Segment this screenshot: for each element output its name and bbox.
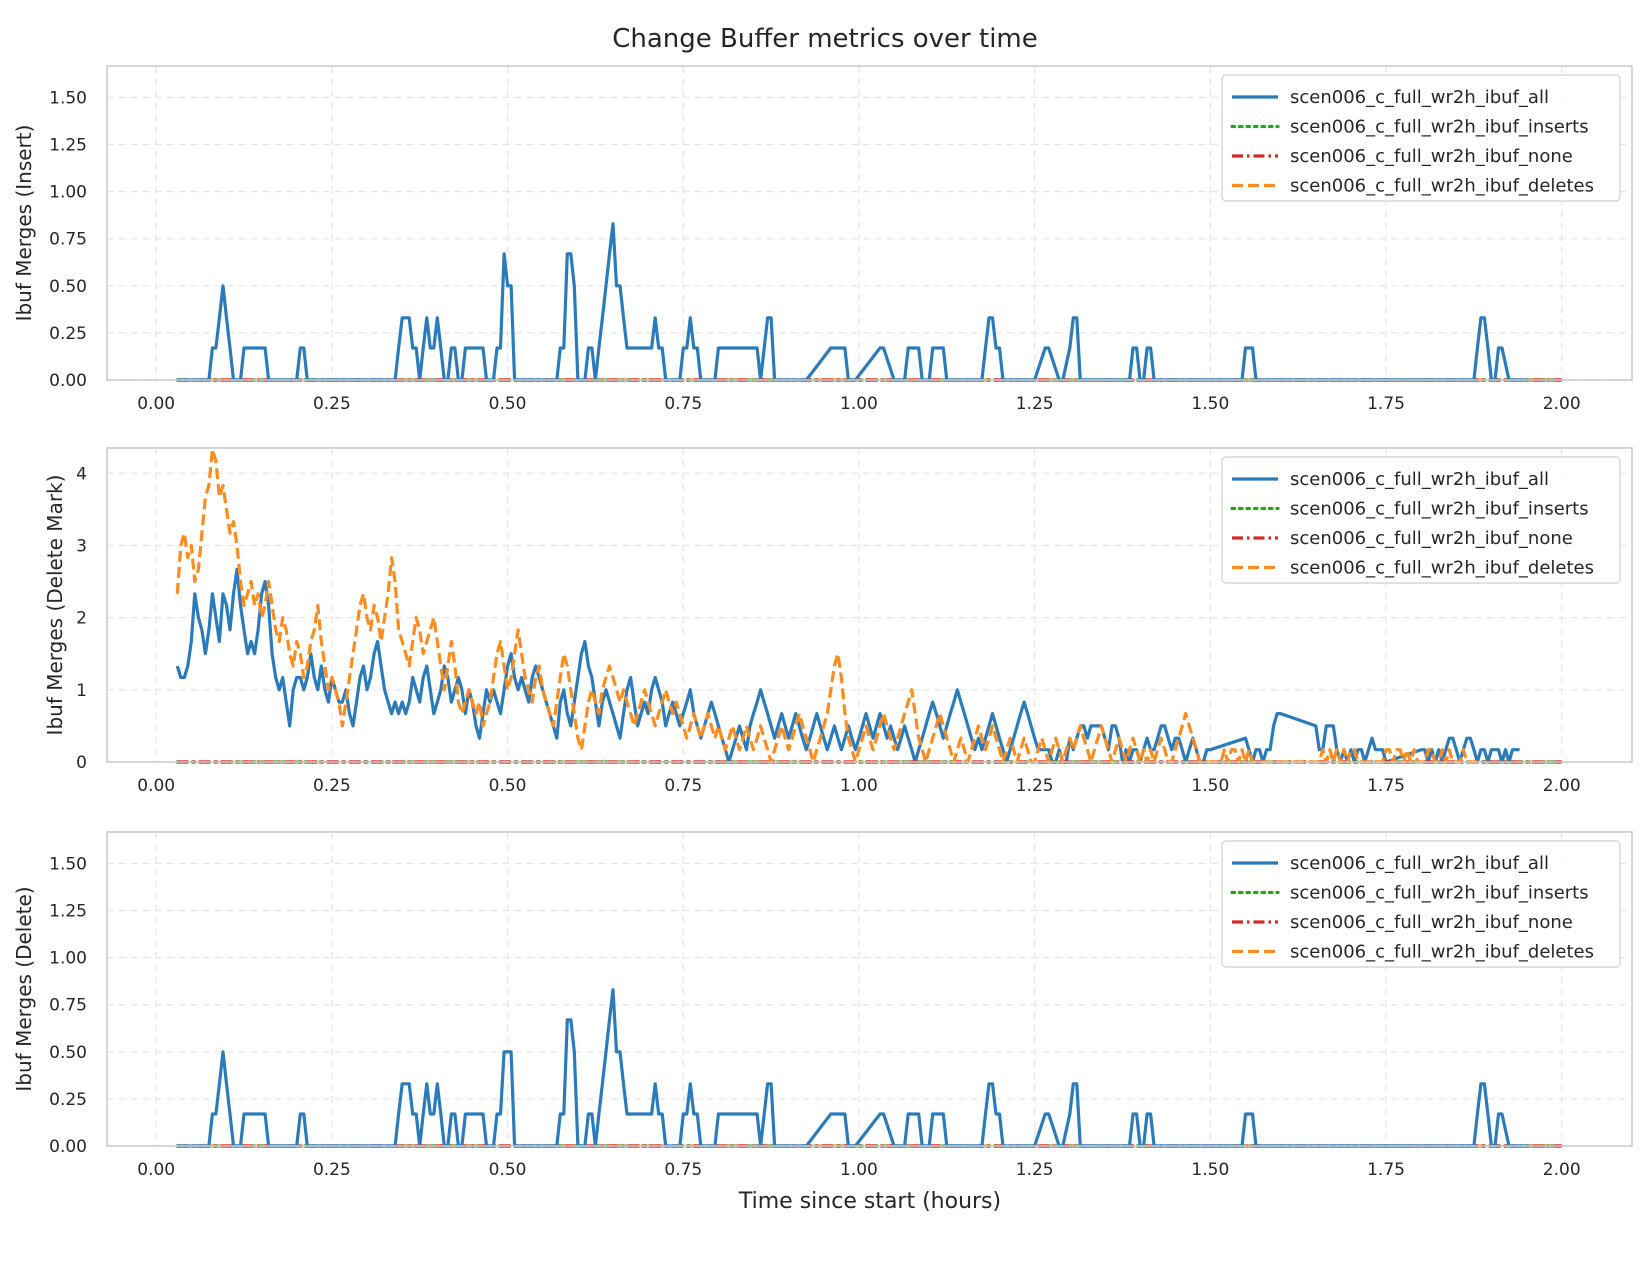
legend-label: scen006_c_full_wr2h_ibuf_none xyxy=(1290,146,1573,167)
panels: 0.00 0.25 0.50 0.75 1.00 1.25 1.50 1.75 2.000.00… xyxy=(12,65,1633,1180)
y-tick-label: 0.50 xyxy=(49,1043,87,1063)
x-tick-label: 1.50 xyxy=(1191,1160,1229,1180)
x-tick-label: 1.25 xyxy=(1016,776,1054,796)
x-tick-label: 0.25 xyxy=(313,394,351,414)
legend-box xyxy=(1221,74,1621,202)
legend-box xyxy=(1221,840,1621,968)
y-tick-label: 0.00 xyxy=(49,1137,87,1157)
x-tick-label: 0.00 xyxy=(137,394,175,414)
x-tick-label: 2.00 xyxy=(1543,1160,1581,1180)
x-tick-label: 0.25 xyxy=(313,776,351,796)
y-tick-label: 3 xyxy=(76,536,87,556)
x-tick-label: 1.75 xyxy=(1367,394,1405,414)
x-tick-label: 0.50 xyxy=(489,776,527,796)
x-axis-label: Time since start (hours) xyxy=(738,1189,1001,1214)
y-tick-label: 1.50 xyxy=(49,88,87,108)
chart-title: Change Buffer metrics over time xyxy=(612,24,1038,54)
panel-1: 0.00 0.25 0.50 0.75 1.00 1.25 1.50 1.75 2.00 0.00… xyxy=(12,65,1633,414)
y-tick-label: 0.25 xyxy=(49,324,87,344)
x-tick-label: 1.75 xyxy=(1367,1160,1405,1180)
x-tick-label: 0.00 xyxy=(137,1160,175,1180)
y-axis-label: Ibuf Merges (Delete) xyxy=(12,886,36,1091)
x-tick-label: 2.00 xyxy=(1543,394,1581,414)
x-tick-label: 0.75 xyxy=(664,776,702,796)
x-tick-label: 0.75 xyxy=(664,1160,702,1180)
legend-label: scen006_c_full_wr2h_ibuf_none xyxy=(1290,912,1573,933)
legend: scen006_c_full_wr2h_ibuf_all scen006_c_fu… xyxy=(1221,74,1621,202)
plot-frame xyxy=(106,447,1633,763)
x-tick-label: 1.00 xyxy=(840,1160,878,1180)
y-tick-label: 1.25 xyxy=(49,136,87,156)
legend-label: scen006_c_full_wr2h_ibuf_inserts xyxy=(1290,499,1589,520)
legend-label: scen006_c_full_wr2h_ibuf_all xyxy=(1290,87,1549,108)
x-tick-label: 0.50 xyxy=(489,1160,527,1180)
legend-label: scen006_c_full_wr2h_ibuf_all xyxy=(1290,469,1549,490)
legend-label: scen006_c_full_wr2h_ibuf_none xyxy=(1290,528,1573,549)
legend-label: scen006_c_full_wr2h_ibuf_deletes xyxy=(1290,558,1594,579)
legend-box xyxy=(1221,456,1621,584)
legend-label: scen006_c_full_wr2h_ibuf_inserts xyxy=(1290,883,1589,904)
x-tick-label: 0.50 xyxy=(489,394,527,414)
x-tick-label: 2.00 xyxy=(1543,776,1581,796)
x-tick-label: 1.00 xyxy=(840,776,878,796)
y-tick-label: 2 xyxy=(76,609,87,629)
legend: scen006_c_full_wr2h_ibuf_all scen006_c_fu… xyxy=(1221,840,1621,968)
y-tick-label: 0 xyxy=(76,753,87,773)
x-tick-label: 1.25 xyxy=(1016,394,1054,414)
y-tick-label: 1.00 xyxy=(49,949,87,969)
legend-label: scen006_c_full_wr2h_ibuf_deletes xyxy=(1290,942,1594,963)
y-tick-label: 0.50 xyxy=(49,277,87,297)
y-tick-label: 4 xyxy=(76,464,87,484)
series-line-scen006_c_full_wr2h_ibuf_all xyxy=(175,567,1520,764)
y-axis-label: Ibuf Merges (Delete Mark) xyxy=(43,475,67,736)
x-tick-label: 1.00 xyxy=(840,394,878,414)
y-tick-label: 0.25 xyxy=(49,1090,87,1110)
plot-frame xyxy=(106,831,1633,1147)
y-tick-label: 1.00 xyxy=(49,183,87,203)
x-tick-label: 1.75 xyxy=(1367,776,1405,796)
legend-label: scen006_c_full_wr2h_ibuf_inserts xyxy=(1290,117,1589,138)
legend-label: scen006_c_full_wr2h_ibuf_deletes xyxy=(1290,176,1594,197)
legend: scen006_c_full_wr2h_ibuf_all scen006_c_fu… xyxy=(1221,456,1621,584)
y-axis-label: Ibuf Merges (Insert) xyxy=(12,125,36,322)
x-tick-label: 1.50 xyxy=(1191,394,1229,414)
panel-3: 0.00 0.25 0.50 0.75 1.00 1.25 1.50 1.75 2.00 0.00… xyxy=(12,831,1633,1180)
x-tick-label: 1.50 xyxy=(1191,776,1229,796)
x-tick-label: 0.75 xyxy=(664,394,702,414)
y-tick-label: 0.00 xyxy=(49,371,87,391)
legend-label: scen006_c_full_wr2h_ibuf_all xyxy=(1290,853,1549,874)
x-tick-label: 1.25 xyxy=(1016,1160,1054,1180)
y-tick-label: 0.75 xyxy=(49,230,87,250)
series-line-scen006_c_full_wr2h_ibuf_all xyxy=(177,988,1527,1148)
panel-2: 0.00 0.25 0.50 0.75 1.00 1.25 1.50 1.75 2.00 0 1 2 3… xyxy=(43,447,1633,796)
x-tick-label: 0.25 xyxy=(313,1160,351,1180)
y-tick-label: 1 xyxy=(76,681,87,701)
plot-frame xyxy=(106,65,1633,381)
y-tick-label: 1.50 xyxy=(49,854,87,874)
series-line-scen006_c_full_wr2h_ibuf_all xyxy=(177,222,1527,382)
x-tick-label: 0.00 xyxy=(137,776,175,796)
y-tick-label: 1.25 xyxy=(49,902,87,922)
y-tick-label: 0.75 xyxy=(49,996,87,1016)
